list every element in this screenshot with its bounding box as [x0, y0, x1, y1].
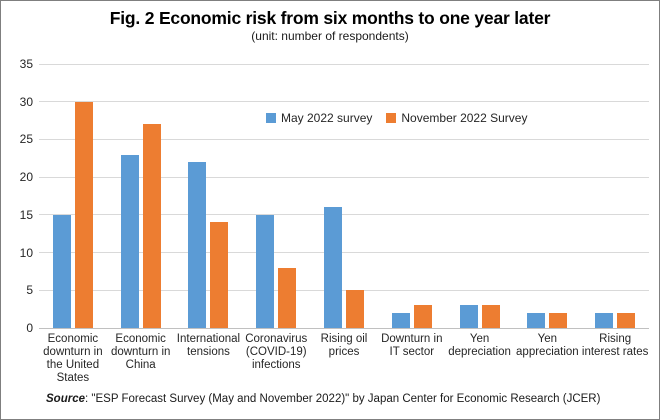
y-axis: 0 5 10 15 20 25 30 35 — [1, 57, 33, 335]
bar-may-1 — [52, 214, 71, 328]
bar-november-3 — [210, 222, 229, 328]
source-label: Source — [46, 393, 85, 405]
x-tick-label-7: Yen depreciation — [448, 333, 511, 358]
gridline-10 — [39, 252, 649, 254]
bar-november-1 — [74, 101, 93, 328]
bar-may-4 — [256, 214, 275, 328]
y-tick-label-5: 5 — [26, 283, 33, 298]
x-tick-label-8: Yen appreciation — [516, 333, 579, 358]
y-tick-label-15: 15 — [19, 207, 33, 222]
bar-may-2 — [120, 154, 139, 328]
x-tick-label-4: Coronavirus (COVID-19) infections — [245, 333, 308, 371]
x-tick-label-2: Economic downturn in China — [110, 333, 171, 371]
y-tick-label-30: 30 — [19, 94, 33, 109]
bar-may-6 — [391, 312, 410, 328]
bar-november-2 — [142, 124, 161, 328]
legend: May 2022 survey November 2022 Survey — [266, 111, 527, 125]
source-note: Source: "ESP Forecast Survey (May and No… — [46, 393, 600, 405]
bar-may-9 — [595, 312, 614, 328]
bar-may-7 — [459, 305, 478, 328]
gridline-5 — [39, 289, 649, 291]
bar-may-8 — [527, 312, 546, 328]
x-tick-label-3: International tensions — [176, 333, 241, 358]
x-tick-label-6: Downturn in IT sector — [381, 333, 443, 358]
y-tick-label-10: 10 — [19, 245, 33, 260]
bar-november-4 — [278, 267, 297, 328]
legend-item-november: November 2022 Survey — [386, 111, 527, 125]
gridline-15 — [39, 214, 649, 216]
bar-november-9 — [617, 312, 636, 328]
legend-label: November 2022 Survey — [401, 111, 528, 125]
gridline-35 — [39, 63, 649, 65]
y-tick-label-20: 20 — [19, 170, 33, 185]
bar-may-3 — [188, 162, 207, 328]
legend-swatch-icon — [266, 113, 276, 123]
y-tick-label-35: 35 — [19, 57, 33, 71]
gridline-20 — [39, 176, 649, 178]
plot-area: May 2022 survey November 2022 Survey — [39, 63, 649, 329]
legend-label: May 2022 survey — [281, 111, 373, 125]
bar-november-5 — [346, 290, 364, 328]
x-tick-label-1: Economic downturn in the United States — [43, 333, 103, 384]
chart-subtitle: (unit: number of respondents) — [251, 29, 409, 43]
bar-november-8 — [549, 312, 568, 328]
bar-november-7 — [481, 305, 500, 328]
x-tick-label-9: Rising interest rates — [581, 333, 649, 358]
x-axis: Economic downturn in the United States Ec… — [39, 333, 649, 385]
bar-may-5 — [324, 207, 342, 328]
gridline-30 — [39, 101, 649, 103]
y-tick-label-25: 25 — [19, 132, 33, 147]
legend-item-may: May 2022 survey — [266, 111, 372, 125]
gridline-25 — [39, 138, 649, 140]
legend-swatch-icon — [386, 113, 397, 123]
bar-november-6 — [413, 305, 432, 328]
chart-title: Fig. 2 Economic risk from six months to … — [109, 8, 551, 28]
source-text: : "ESP Forecast Survey (May and November… — [85, 393, 601, 405]
y-tick-label-0: 0 — [26, 321, 33, 335]
x-tick-label-5: Rising oil prices — [320, 333, 368, 358]
